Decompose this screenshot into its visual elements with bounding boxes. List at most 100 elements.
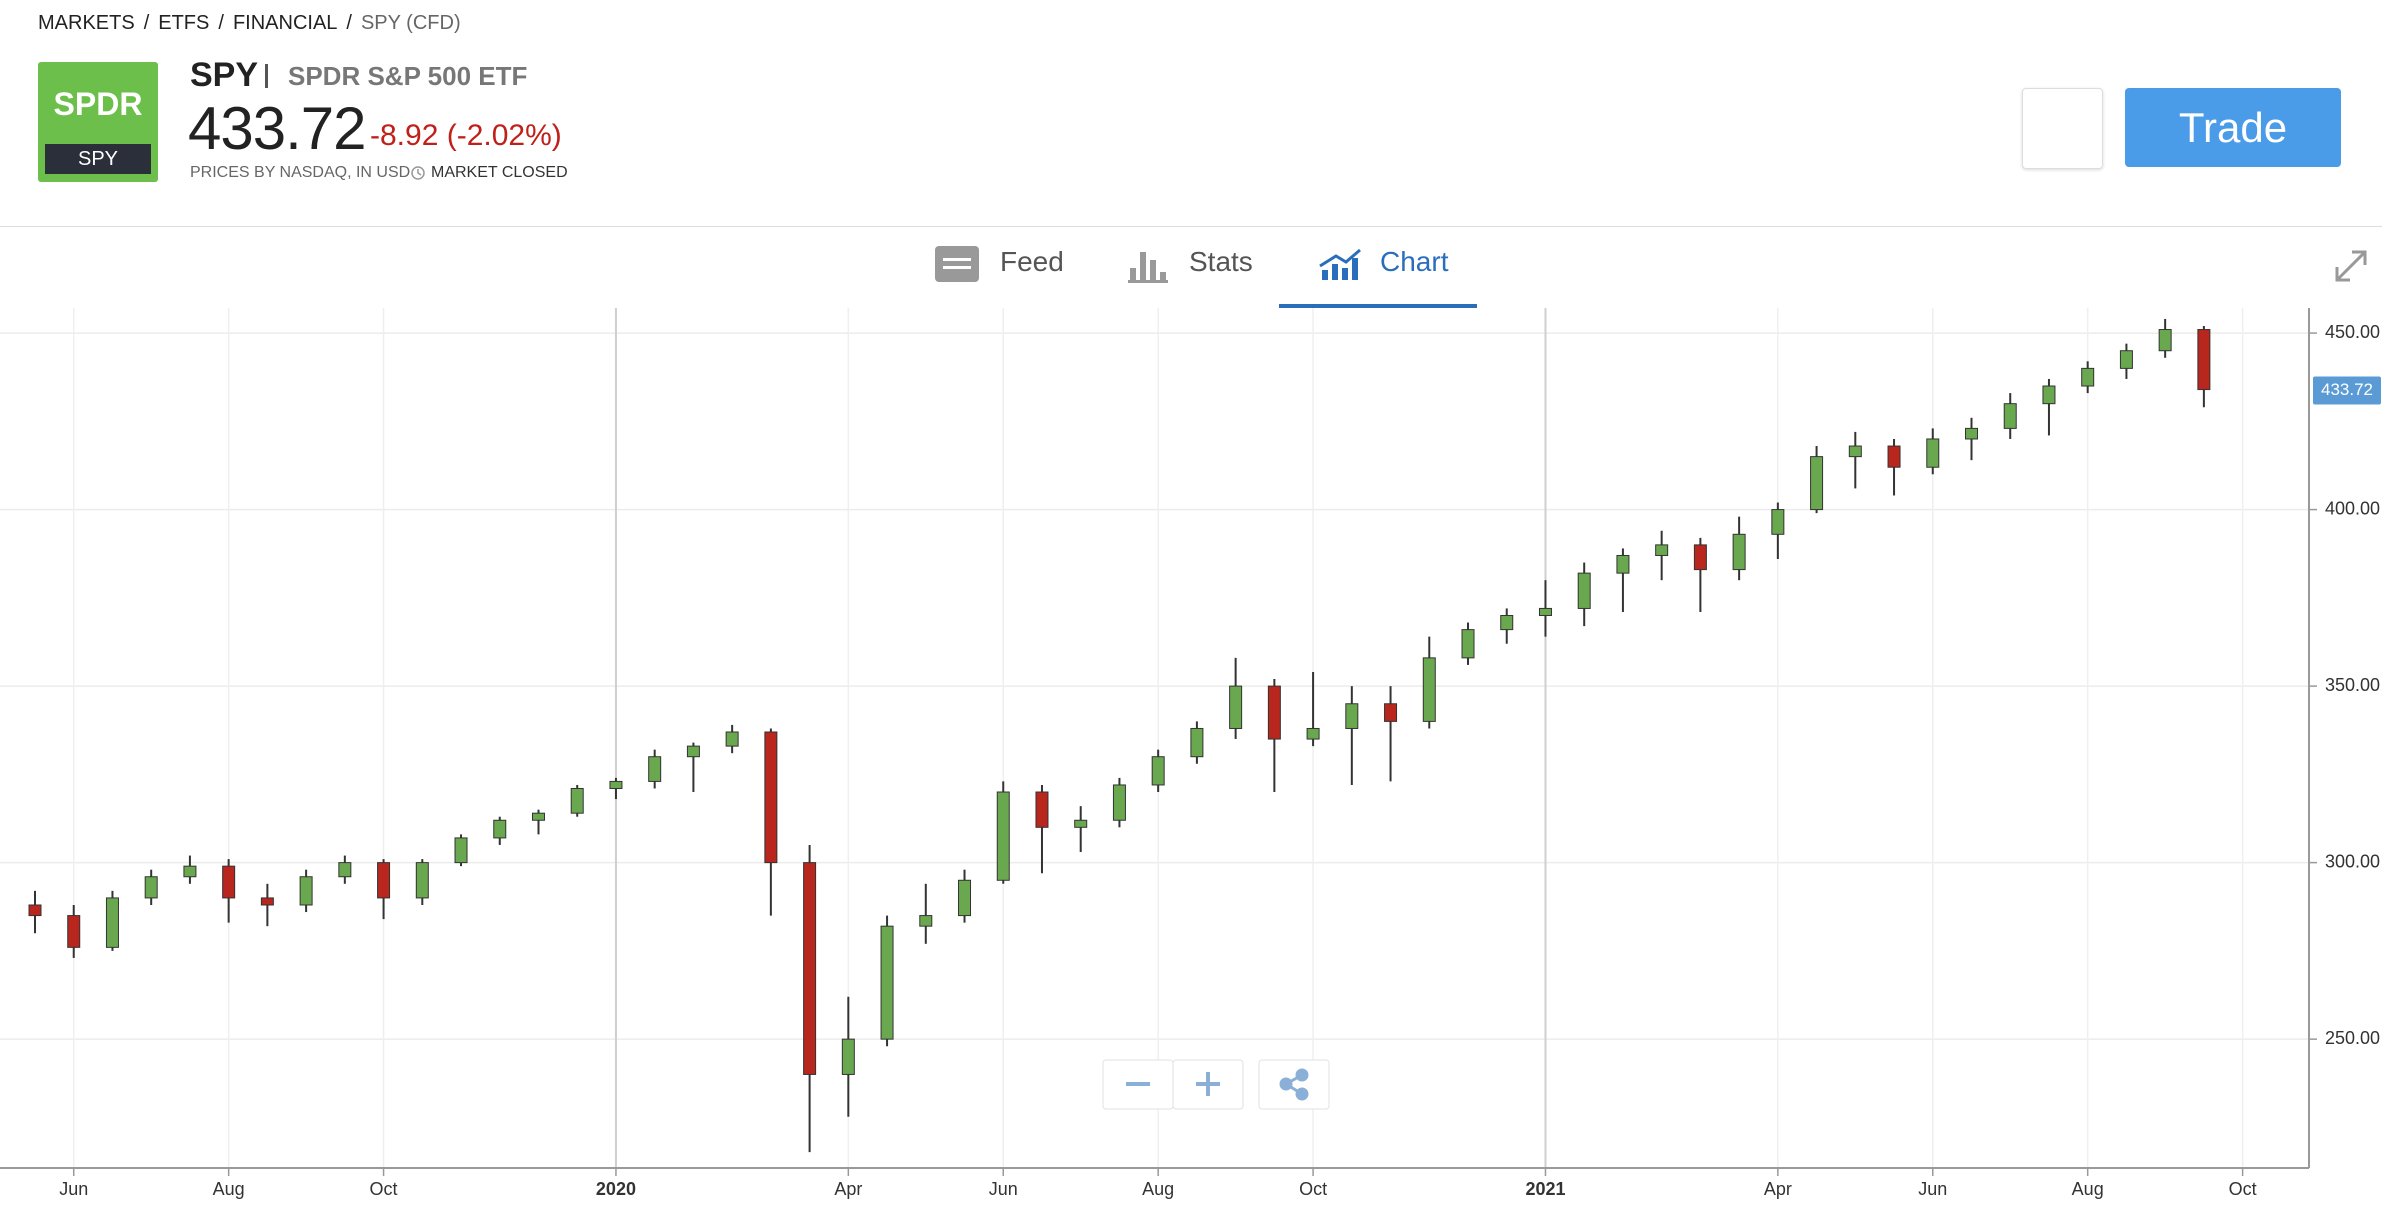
trade-button[interactable]: Trade (2125, 88, 2341, 167)
candle-body (1151, 756, 1165, 786)
candle-body (2081, 367, 2095, 387)
stats-icon (1128, 252, 1168, 283)
candle-body (1577, 572, 1591, 609)
divider (0, 226, 2382, 227)
last-price-badge (2313, 376, 2381, 405)
candle-body (1035, 791, 1049, 828)
candle-body (2158, 329, 2172, 352)
x-tick-label: Jun (59, 1179, 88, 1199)
y-tick-label: 450.00 (2325, 322, 2380, 342)
candle-body (338, 862, 352, 878)
candle-body (67, 915, 81, 948)
feed-icon (935, 246, 979, 282)
zoom-controls[interactable] (1102, 1059, 1330, 1110)
candle-body (725, 731, 739, 747)
candle-body (2197, 329, 2211, 391)
candle-body (1771, 509, 1785, 535)
breadcrumb-current: SPY (CFD) (360, 12, 461, 34)
candle-body (454, 837, 468, 864)
breadcrumb-link[interactable]: MARKETS (38, 12, 135, 34)
candle-body (648, 756, 662, 782)
breadcrumb-link[interactable]: FINANCIAL (232, 12, 338, 34)
chart-icon (1319, 248, 1361, 280)
x-tick-label: Apr (1764, 1179, 1792, 1199)
y-tick-label: 400.00 (2325, 498, 2380, 518)
candle-body (1267, 685, 1281, 740)
candle-body (1422, 657, 1436, 722)
candle-body (1112, 784, 1126, 821)
logo: SPDR SPY (38, 62, 158, 182)
candle-body (1887, 445, 1901, 468)
x-tick-label: Aug (2072, 1179, 2104, 1199)
candle-body (880, 925, 894, 1040)
breadcrumb-link[interactable]: ETFS (158, 12, 210, 34)
candle-body (28, 904, 42, 917)
candle-body (686, 745, 700, 758)
candle-body (2003, 403, 2017, 429)
x-tick-label: Oct (370, 1179, 398, 1199)
separator: / (143, 12, 150, 34)
candle-body (609, 780, 623, 789)
y-tick-label: 300.00 (2325, 851, 2380, 871)
candle-body (493, 819, 507, 839)
tab-indicator (1279, 304, 1477, 308)
market-status: MARKET CLOSED (431, 164, 568, 181)
tab[interactable]: Feed (1000, 246, 1064, 277)
candle-body (996, 791, 1010, 881)
candle-body (105, 897, 119, 948)
x-tick-label: Jun (1918, 1179, 1947, 1199)
candle-body (1965, 427, 1978, 440)
y-tick-label: 250.00 (2325, 1028, 2380, 1048)
expand-icon (2335, 250, 2367, 282)
candle-body (803, 862, 817, 1075)
candle-body (764, 731, 778, 864)
candle-body (531, 812, 545, 821)
separator: / (218, 12, 224, 34)
x-tick-label: Aug (1142, 1179, 1174, 1199)
candle-body (1810, 456, 1824, 511)
x-tick-label: Oct (2229, 1179, 2257, 1199)
separator: / (346, 12, 352, 34)
candle-body (1655, 544, 1669, 556)
chart-layer: 250.00 300.00 350.00 400.00 450.00 Jun Aug Oct 2… (0, 308, 2381, 1199)
candle-body (958, 879, 972, 917)
watchlist-button[interactable] (2022, 88, 2103, 169)
x-tick-label: Aug (213, 1179, 245, 1199)
candle-body (1848, 445, 1862, 458)
candle-body (570, 787, 584, 814)
clock-icon (411, 166, 425, 180)
share-button[interactable] (1258, 1059, 1330, 1110)
candle-body (377, 862, 391, 899)
candle-body (1500, 614, 1514, 631)
candle-body (299, 876, 313, 906)
x-tick-label: Apr (834, 1179, 862, 1199)
candle-body (1384, 703, 1398, 722)
last-price-label: 433.72 (2321, 380, 2373, 399)
candle-body (1229, 685, 1243, 729)
candle-body (2042, 385, 2056, 405)
y-tick-label: 350.00 (2325, 675, 2380, 695)
price: 433.72 (188, 95, 367, 162)
divider (265, 64, 268, 88)
candle-body (2119, 350, 2133, 369)
x-tick-label: Jun (989, 1179, 1018, 1199)
x-tick-label: 2020 (596, 1179, 636, 1199)
tab-active[interactable]: Chart (1380, 246, 1449, 277)
share-icon (1279, 1068, 1309, 1101)
candle-body (1306, 727, 1320, 740)
logo-ticker: SPY (45, 144, 151, 174)
candle-body (1074, 819, 1088, 828)
candle-body (1926, 438, 1940, 468)
candle-body (415, 862, 429, 899)
candle-body (1732, 533, 1746, 571)
candle-body (1345, 703, 1359, 729)
tab[interactable]: Stats (1189, 246, 1253, 277)
price-change: -8.92 (-2.02%) (370, 119, 562, 152)
candle-body (1461, 629, 1475, 659)
price-source: PRICES BY NASDAQ, IN USD (190, 164, 411, 181)
candle-body (222, 865, 236, 899)
logo-brand: SPDR (53, 86, 143, 122)
candle-body (841, 1038, 855, 1075)
